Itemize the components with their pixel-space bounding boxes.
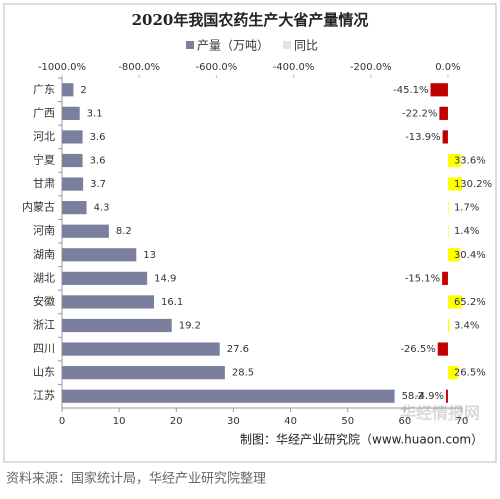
x-tick-label: 40: [284, 416, 297, 427]
x2-tick-label: -400.0%: [273, 62, 315, 73]
y-tick-label: 河北: [33, 130, 55, 143]
bar: [62, 224, 109, 238]
data-label: 58.2: [402, 391, 424, 402]
legend-swatch: [283, 41, 291, 49]
bar: [62, 318, 172, 333]
x2-tick-label: -200.0%: [350, 62, 392, 73]
chart-title: 2020年我国农药生产大省产量情况: [132, 11, 369, 29]
bar: [62, 271, 148, 285]
source-note: 资料来源：国家统计局，华经产业研究院整理: [6, 471, 266, 487]
data-label: 26.5%: [454, 368, 486, 379]
x2-tick-label: -600.0%: [196, 62, 238, 73]
legend-label: 同比: [294, 39, 318, 53]
bar: [62, 130, 83, 144]
data-label: 30.4%: [454, 250, 486, 261]
growth-bar: [430, 83, 448, 97]
data-label: 3.6: [90, 156, 106, 167]
data-label: 13: [143, 250, 156, 261]
bar: [62, 366, 225, 380]
bar: [62, 295, 154, 309]
y-tick-label: 内蒙古: [22, 200, 55, 214]
growth-bar: [442, 130, 448, 144]
bar: [62, 201, 87, 215]
y-tick-label: 浙江: [33, 319, 55, 332]
data-label: 8.2: [116, 226, 132, 237]
plot-area: [62, 83, 462, 403]
bar: [62, 389, 395, 403]
x-tick-label: 0: [59, 416, 65, 427]
data-label: 3.4%: [454, 321, 479, 332]
x2-tick-label: -1000.0%: [38, 62, 86, 73]
y-tick-label: 安徽: [33, 294, 55, 308]
data-label: 27.6: [227, 344, 249, 355]
data-label: 1.7%: [454, 203, 479, 214]
bar: [62, 342, 220, 356]
growth-bar: [447, 224, 449, 238]
x-tick-label: 60: [398, 416, 411, 427]
x-tick-label: 10: [113, 416, 126, 427]
growth-bar: [447, 366, 459, 380]
growth-bar: [447, 201, 449, 215]
bar: [62, 177, 84, 191]
data-label: -15.1%: [405, 273, 440, 284]
y-tick-label: 河南: [33, 224, 55, 237]
legend-label: 产量（万吨）: [197, 39, 269, 53]
data-label: -4.9%: [415, 391, 444, 402]
data-label: -22.2%: [402, 108, 437, 119]
growth-bar: [447, 153, 461, 168]
data-label: 3.6: [90, 132, 106, 143]
x-tick-label: 70: [456, 416, 469, 427]
credit: 制图：华经产业研究院（www.huaon.com）: [240, 432, 483, 447]
growth-bar: [447, 295, 462, 309]
y-tick-label: 山东: [33, 366, 55, 379]
y-tick-label: 宁夏: [33, 153, 55, 167]
x-tick-label: 20: [170, 416, 183, 427]
data-label: -26.5%: [400, 344, 435, 355]
data-label: 16.1: [161, 297, 183, 308]
x2-tick-label: -800.0%: [118, 62, 160, 73]
data-label: 14.9: [154, 273, 176, 284]
data-label: -45.1%: [393, 85, 428, 96]
data-label: -13.9%: [405, 132, 440, 143]
bar: [62, 153, 83, 168]
data-label: 28.5: [232, 368, 254, 379]
growth-bar: [437, 342, 448, 356]
y-tick-label: 甘肃: [33, 177, 55, 190]
data-label: 1.4%: [454, 226, 479, 237]
y-tick-label: 湖北: [33, 271, 55, 284]
y-tick-label: 四川: [33, 342, 55, 355]
growth-bar: [446, 389, 448, 403]
growth-bar: [442, 271, 448, 285]
x2-tick-label: 0.0%: [435, 62, 460, 73]
data-label: 19.2: [179, 321, 201, 332]
y-tick-label: 湖南: [33, 248, 55, 261]
bar: [62, 106, 80, 120]
bar: [62, 83, 74, 97]
legend-swatch: [186, 41, 194, 49]
data-label: 4.3: [94, 203, 110, 214]
data-label: 3.7: [90, 179, 106, 190]
data-label: 130.2%: [454, 179, 492, 190]
data-label: 65.2%: [454, 297, 486, 308]
bar: [62, 248, 137, 262]
growth-bar: [447, 318, 450, 333]
y-tick-label: 广西: [33, 106, 55, 119]
growth-bar: [439, 106, 448, 120]
data-label: 33.6%: [454, 156, 486, 167]
y-tick-label: 广东: [33, 83, 55, 96]
growth-bar: [447, 177, 462, 191]
growth-bar: [447, 248, 460, 262]
data-label: 2: [80, 85, 86, 96]
y-tick-label: 江苏: [33, 389, 55, 402]
x-tick-label: 50: [341, 416, 354, 427]
data-label: 3.1: [87, 108, 103, 119]
x-tick-label: 30: [227, 416, 240, 427]
